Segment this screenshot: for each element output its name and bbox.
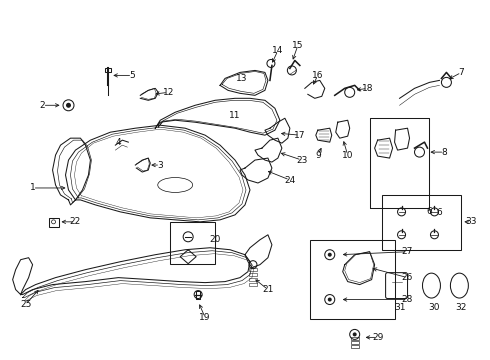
Text: 31: 31 — [394, 303, 405, 312]
Bar — [49, 218, 58, 227]
Bar — [170, 222, 215, 264]
Text: 7: 7 — [459, 68, 464, 77]
Text: 17: 17 — [294, 131, 306, 140]
Text: 6: 6 — [427, 207, 432, 216]
Text: 20: 20 — [209, 235, 221, 244]
Text: 4: 4 — [116, 138, 121, 147]
Text: 33: 33 — [466, 217, 477, 226]
Bar — [249, 273, 257, 276]
Text: 24: 24 — [284, 176, 295, 185]
Text: 32: 32 — [456, 303, 467, 312]
Text: 26: 26 — [402, 273, 413, 282]
Text: 9: 9 — [315, 150, 320, 159]
Circle shape — [328, 298, 332, 302]
Circle shape — [328, 253, 332, 257]
Bar — [382, 195, 462, 250]
Text: 14: 14 — [272, 46, 284, 55]
Circle shape — [353, 332, 357, 336]
Text: 19: 19 — [199, 313, 211, 322]
Bar — [351, 345, 359, 348]
Text: 3: 3 — [157, 161, 163, 170]
Text: 29: 29 — [372, 333, 383, 342]
Text: 22: 22 — [70, 217, 81, 226]
Text: 23: 23 — [296, 156, 308, 165]
Bar — [310, 240, 394, 319]
Text: 28: 28 — [402, 295, 413, 304]
Text: 2: 2 — [40, 101, 46, 110]
Text: 25: 25 — [20, 300, 31, 309]
Text: 15: 15 — [292, 41, 304, 50]
Text: 21: 21 — [262, 285, 273, 294]
Text: 30: 30 — [429, 303, 440, 312]
Text: 5: 5 — [129, 71, 135, 80]
Bar — [249, 283, 257, 285]
Text: 6: 6 — [437, 208, 442, 217]
Text: 10: 10 — [342, 150, 353, 159]
Bar — [249, 268, 257, 271]
Bar — [369, 118, 429, 208]
Text: 27: 27 — [402, 247, 413, 256]
Text: 8: 8 — [441, 148, 447, 157]
Bar — [351, 337, 359, 340]
Bar — [249, 278, 257, 280]
Circle shape — [66, 103, 71, 108]
Text: 13: 13 — [236, 74, 248, 83]
Text: 18: 18 — [362, 84, 373, 93]
Bar — [105, 68, 111, 72]
Text: 16: 16 — [312, 71, 323, 80]
Text: 12: 12 — [163, 88, 174, 97]
Bar — [351, 341, 359, 345]
Text: 11: 11 — [229, 111, 241, 120]
Text: 1: 1 — [30, 184, 35, 193]
